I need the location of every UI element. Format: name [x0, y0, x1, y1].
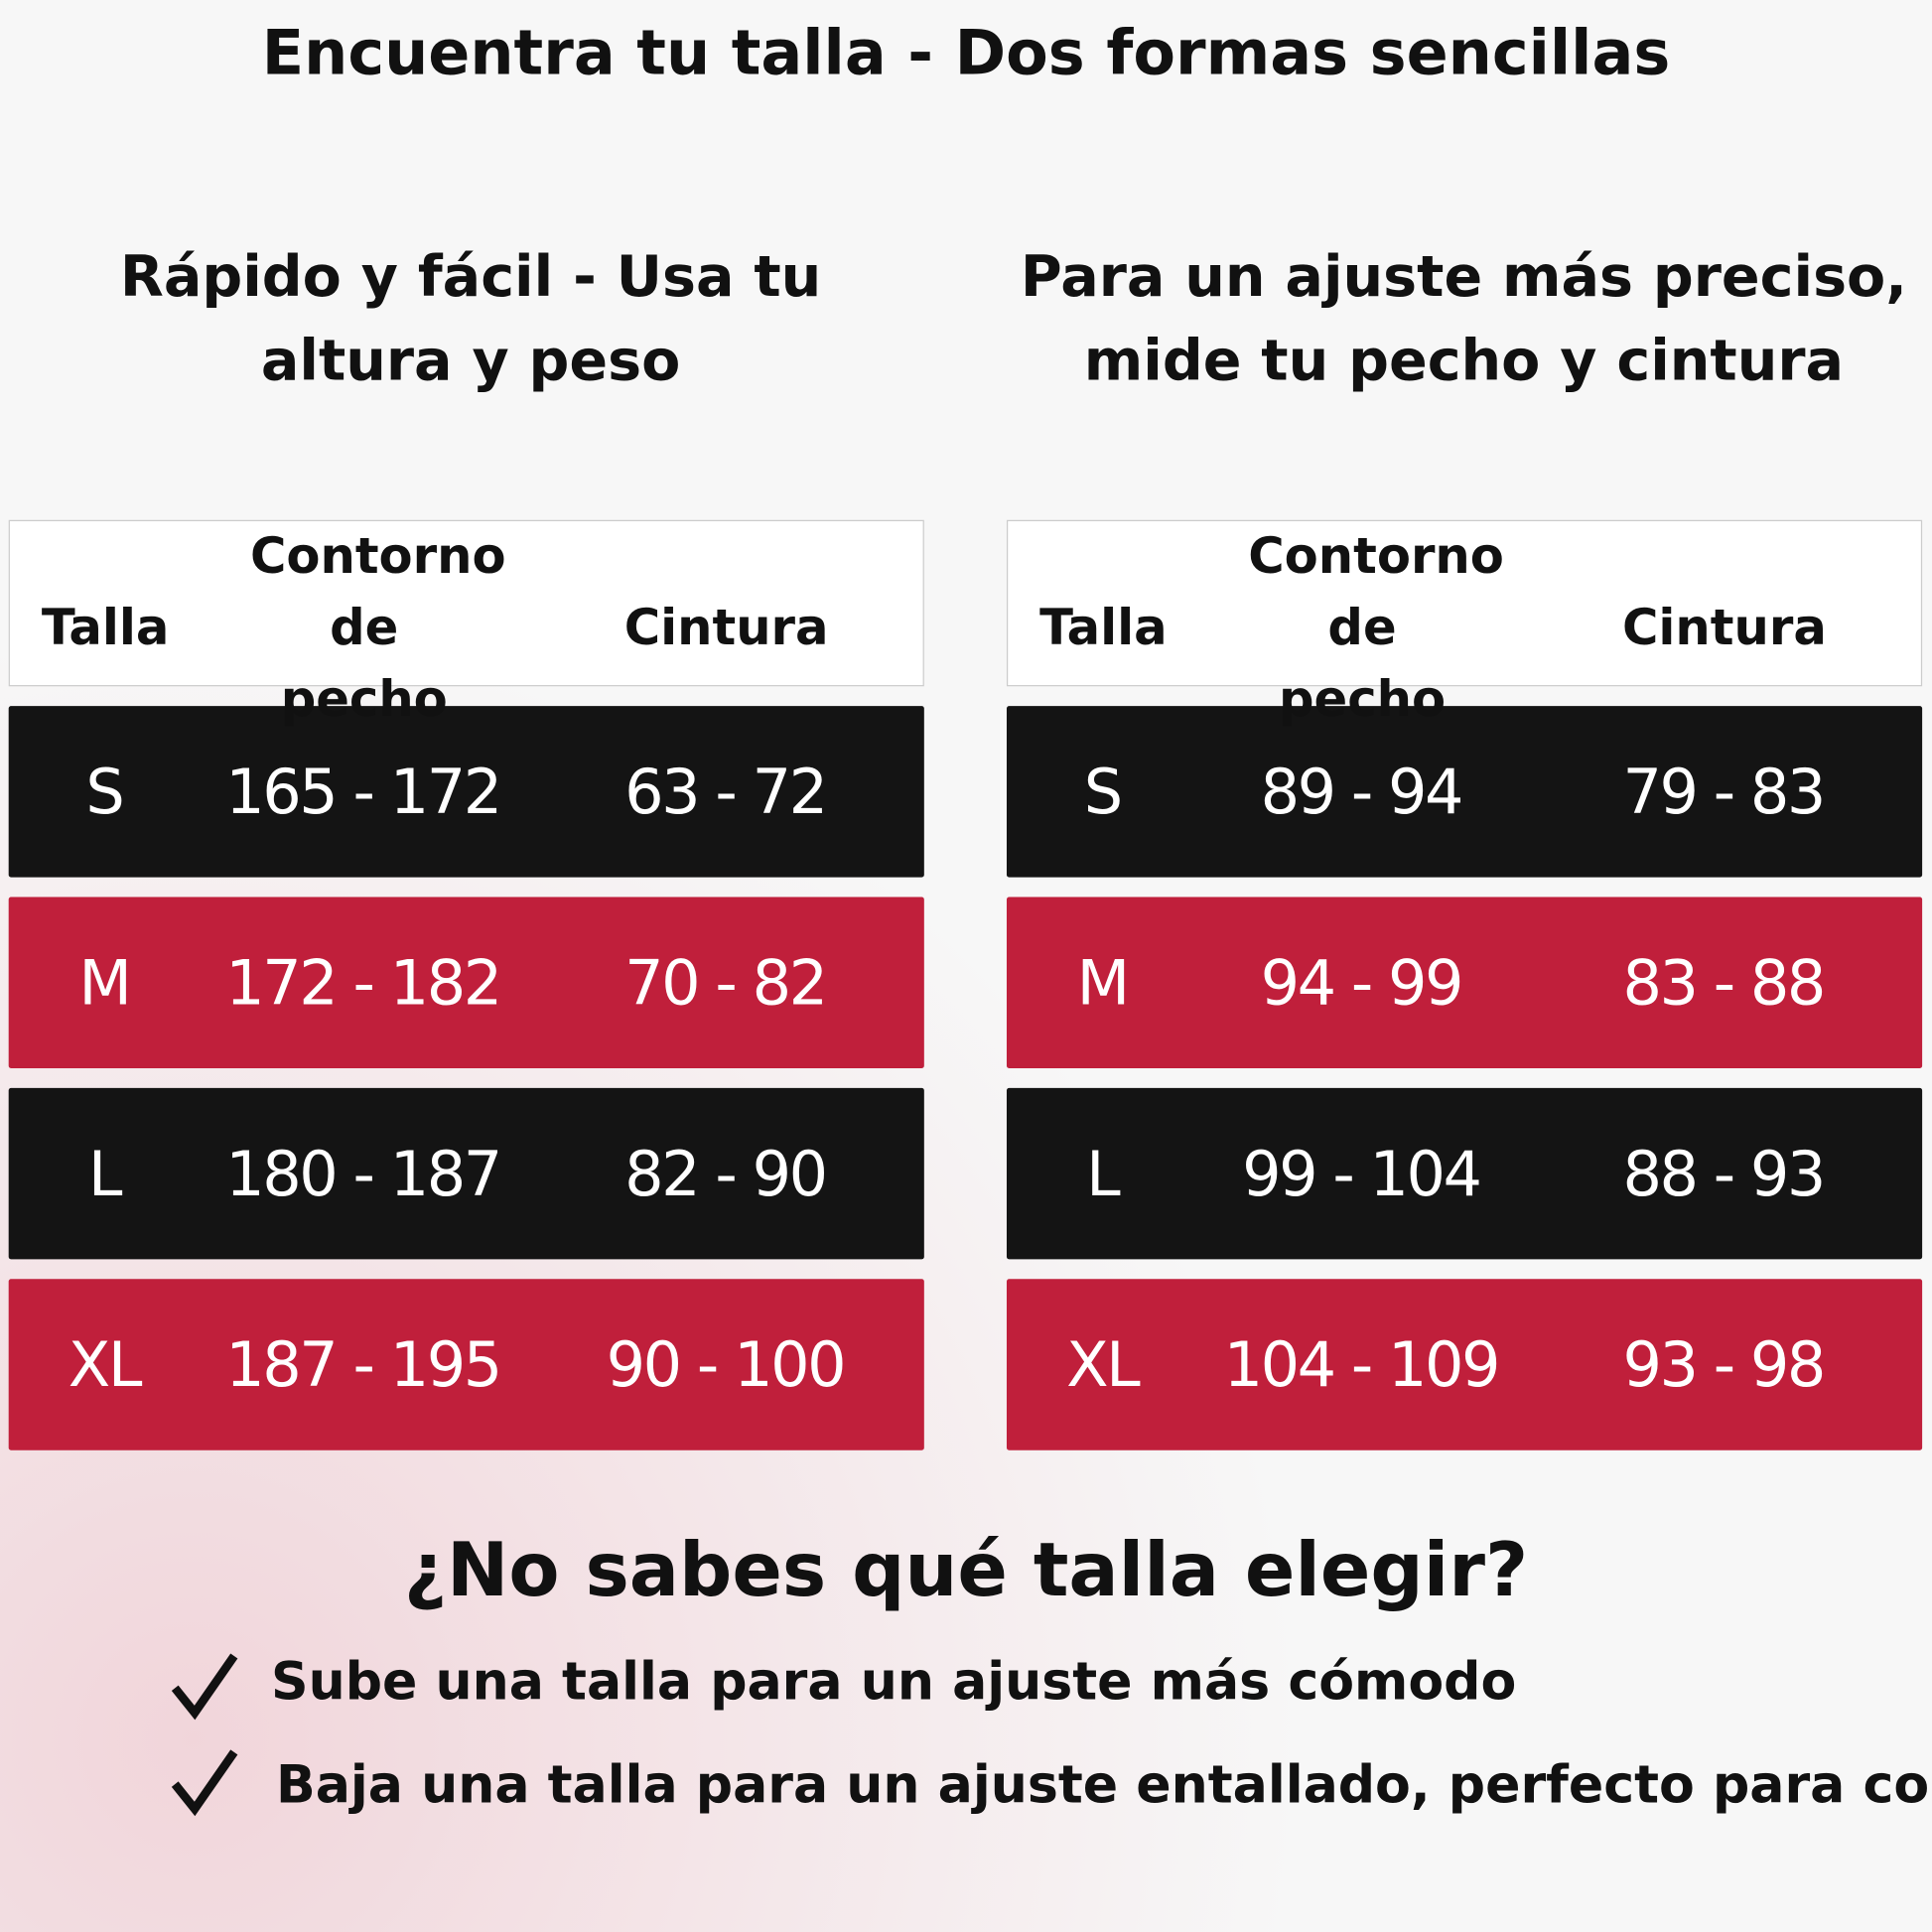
cell: 104 - 109 [1223, 1328, 1501, 1401]
header-cell: Contorno de pecho [249, 528, 506, 729]
size-row: S 89 - 94 79 - 83 [1006, 706, 1923, 878]
left-heading: Rápido y fácil - Usa tu altura y peso [119, 242, 822, 393]
cell: 180 - 187 [225, 1138, 502, 1210]
cell: 83 - 88 [1622, 946, 1826, 1019]
size-row: M 172 - 182 70 - 82 [8, 897, 924, 1069]
cell: 172 - 182 [225, 946, 502, 1019]
size-row: L 180 - 187 82 - 90 [8, 1087, 924, 1260]
check-icon [171, 1749, 238, 1817]
header-cell: Cintura [1621, 600, 1827, 657]
cell: 187 - 195 [225, 1328, 502, 1401]
cell: 99 - 104 [1242, 1138, 1482, 1210]
size-row: XL 104 - 109 93 - 98 [1006, 1279, 1923, 1450]
header-row: Talla Contorno de pecho Cintura [1006, 519, 1923, 728]
cell: 165 - 172 [225, 756, 502, 828]
cell: 82 - 90 [624, 1138, 828, 1210]
question: ¿No sabes qué talla elegir? [403, 1527, 1529, 1614]
right-table: Talla Contorno de pecho Cintura S 89 - 94 79 … [1006, 519, 1923, 1450]
header-cell: Talla [1039, 600, 1168, 657]
size-row: L 99 - 104 88 - 93 [1006, 1087, 1923, 1260]
size-row: S 165 - 172 63 - 72 [8, 706, 924, 878]
cell: XL [1066, 1328, 1141, 1401]
cell: L [1086, 1138, 1121, 1210]
header-row: Talla Contorno de pecho Cintura [8, 519, 924, 728]
header-cell: Talla [41, 600, 170, 657]
cell: 94 - 99 [1260, 946, 1464, 1019]
title: Encuentra tu talla - Dos formas sencilla… [261, 17, 1671, 89]
cell: XL [68, 1328, 143, 1401]
cell: L [87, 1138, 123, 1210]
cell: S [1083, 756, 1123, 828]
cell: 90 - 100 [606, 1328, 847, 1401]
size-row: M 94 - 99 83 - 88 [1006, 897, 1923, 1069]
cell: 93 - 98 [1622, 1328, 1826, 1401]
cell: 79 - 83 [1622, 756, 1826, 828]
cell: M [1076, 946, 1131, 1019]
cell: M [78, 946, 132, 1019]
cell: S [85, 756, 124, 828]
right-heading: Para un ajuste más preciso, mide tu pech… [1020, 242, 1907, 393]
tip: Baja una talla para un ajuste entallado,… [276, 1754, 1932, 1816]
left-table: Talla Contorno de pecho Cintura S 165 - 172 6… [8, 519, 924, 1450]
header-cell: Cintura [623, 600, 829, 657]
tip: Sube una talla para un ajuste más cómodo [271, 1651, 1517, 1712]
cell: 70 - 82 [624, 946, 828, 1019]
check-icon [171, 1653, 238, 1721]
header-cell: Contorno de pecho [1248, 528, 1504, 729]
cell: 89 - 94 [1260, 756, 1464, 828]
size-row: XL 187 - 195 90 - 100 [8, 1279, 924, 1450]
cell: 63 - 72 [624, 756, 828, 828]
cell: 88 - 93 [1622, 1138, 1826, 1210]
